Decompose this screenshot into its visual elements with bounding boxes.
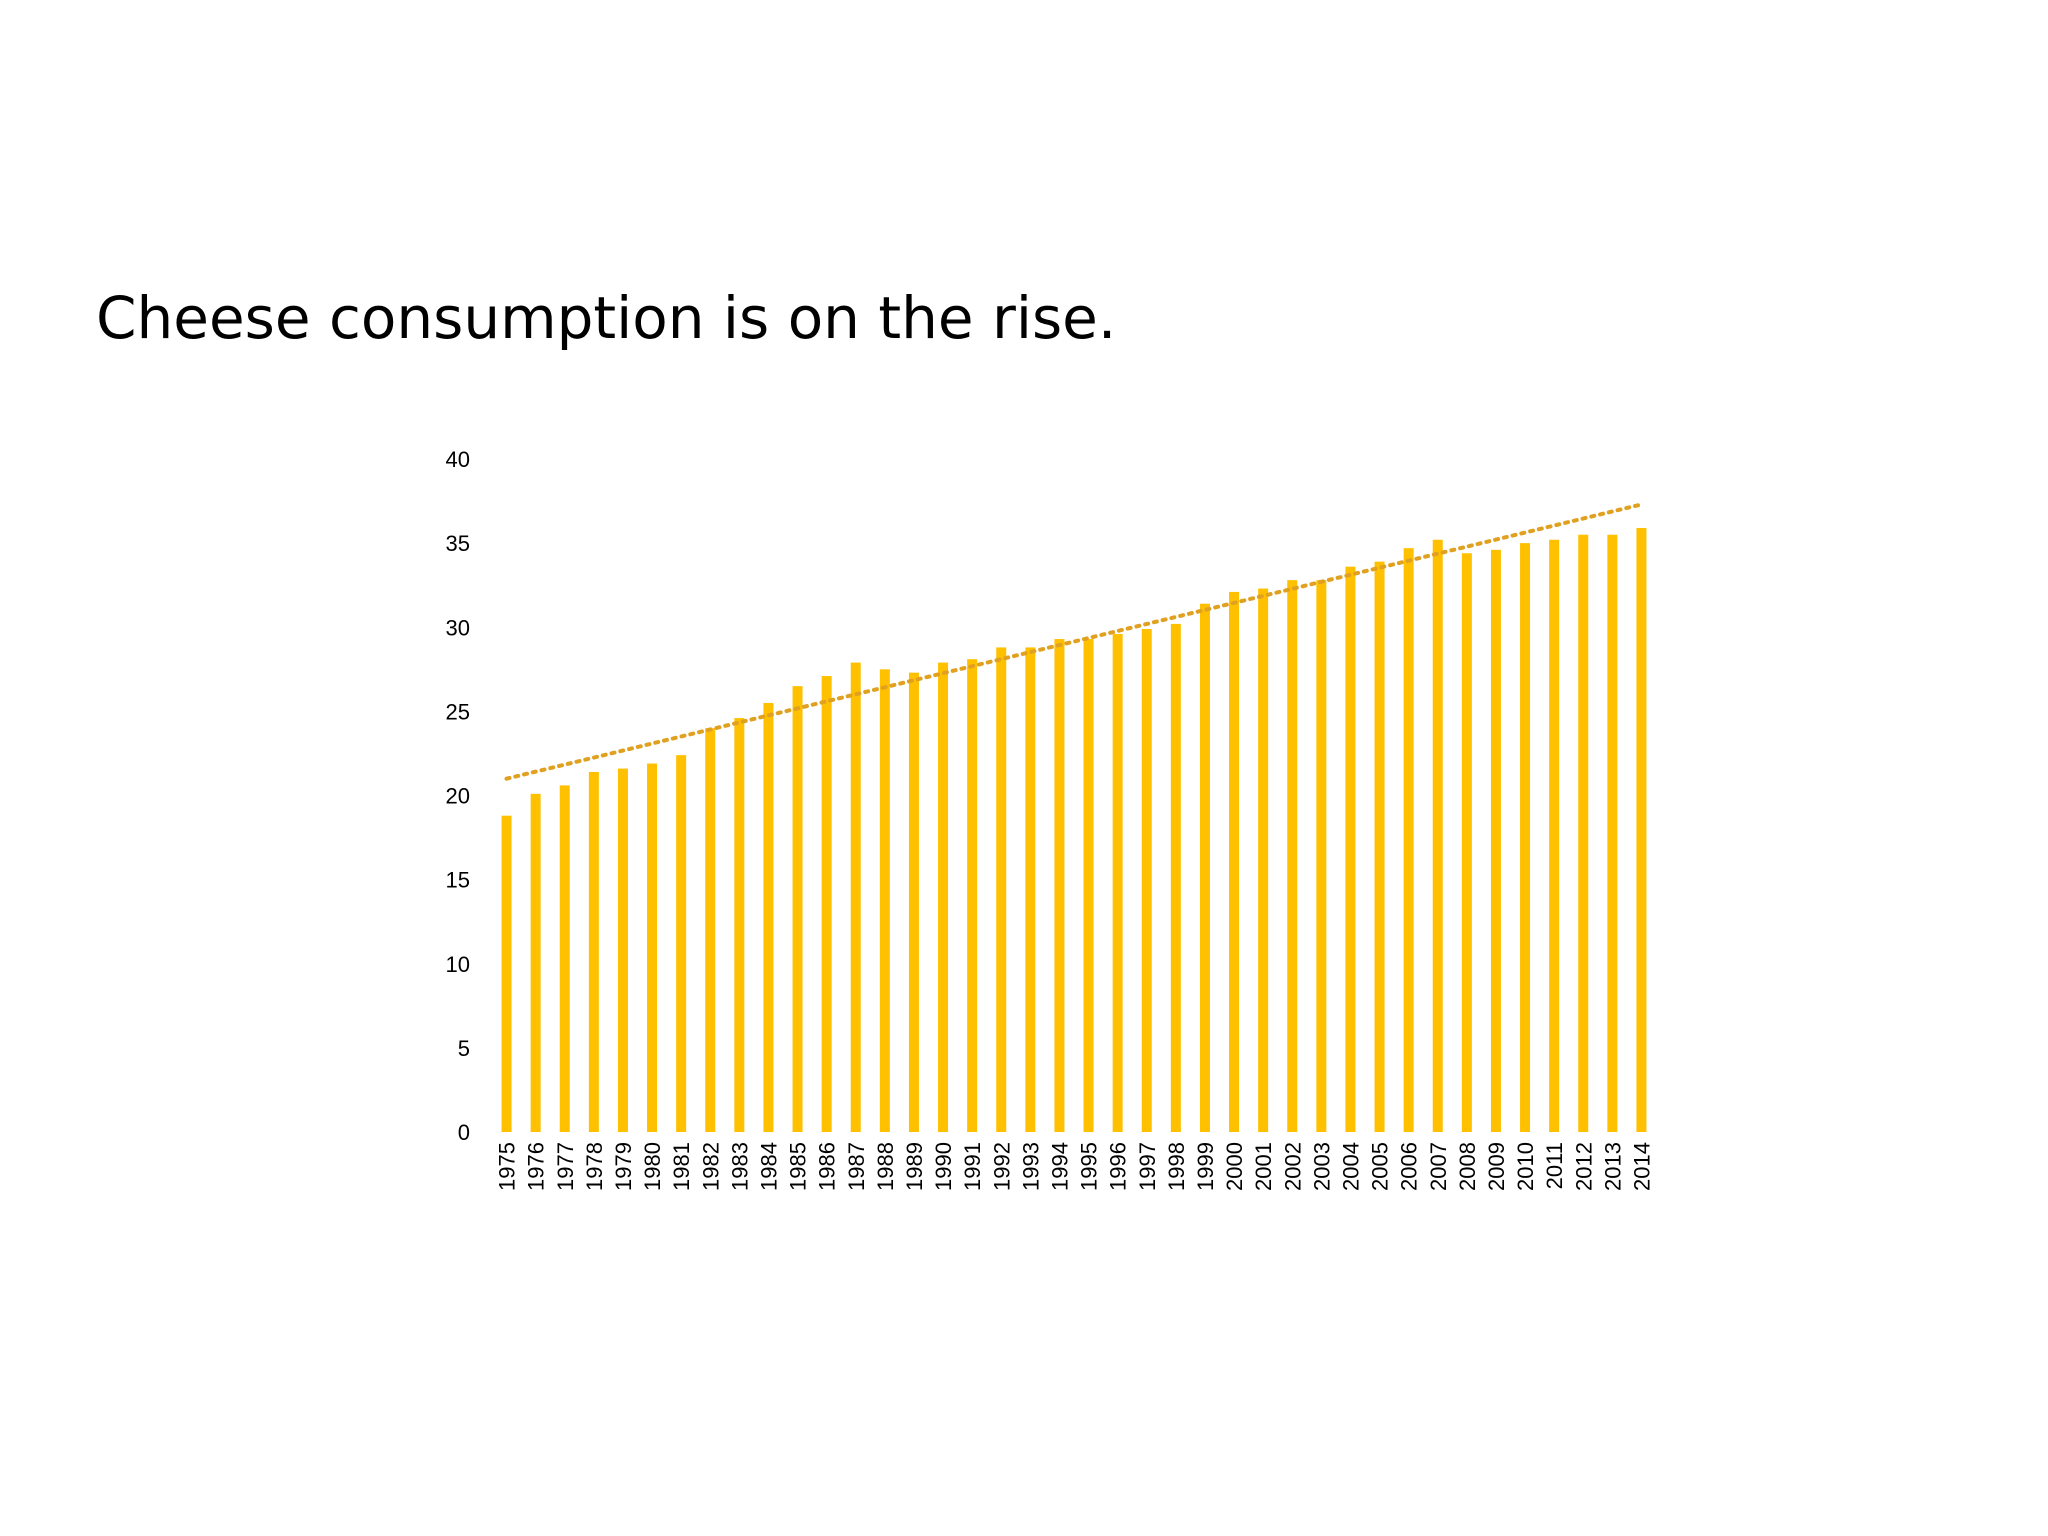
bar-1982 [705,728,716,1132]
x-tick-label: 1979 [611,1142,636,1191]
x-tick-label: 1996 [1106,1142,1131,1191]
x-tick-label: 1984 [756,1142,781,1191]
bar-2004 [1345,566,1356,1132]
bar-2006 [1403,548,1414,1132]
y-tick-label: 15 [446,868,470,893]
x-tick-label: 1982 [698,1142,723,1191]
x-tick-label: 1989 [902,1142,927,1191]
bar-2012 [1578,534,1589,1132]
y-tick-label: 30 [446,615,470,640]
bar-1992 [996,647,1007,1132]
bar-1995 [1083,639,1094,1132]
bar-1981 [676,755,687,1132]
x-tick-label: 2002 [1280,1142,1305,1191]
x-tick-label: 1987 [844,1142,869,1191]
bar-1984 [763,702,774,1132]
x-tick-label: 2014 [1629,1142,1654,1191]
x-tick-label: 1975 [495,1142,520,1191]
x-tick-label: 2013 [1600,1142,1625,1191]
x-tick-label: 1991 [960,1142,985,1191]
x-tick-label: 1993 [1018,1142,1043,1191]
bar-1998 [1170,623,1181,1132]
bar-2001 [1258,588,1269,1132]
x-tick-label: 2010 [1513,1142,1538,1191]
bar-1986 [821,676,832,1132]
trendline [504,502,1644,781]
x-tick-label: 2005 [1368,1142,1393,1191]
y-tick-label: 40 [446,447,470,472]
x-tick-label: 2008 [1455,1142,1480,1191]
bar-2005 [1374,561,1385,1132]
bar-2011 [1549,539,1560,1132]
bar-2008 [1461,553,1472,1132]
x-tick-label: 1994 [1047,1142,1072,1191]
x-tick-label: 1999 [1193,1142,1218,1191]
bar-1988 [879,669,890,1132]
bar-2000 [1229,591,1240,1132]
bar-1987 [850,662,861,1132]
bar-2002 [1287,580,1298,1132]
x-tick-label: 1985 [786,1142,811,1191]
x-tick-label: 1992 [989,1142,1014,1191]
x-tick-label: 1990 [931,1142,956,1191]
bar-2003 [1316,580,1327,1132]
x-tick-label: 1997 [1135,1142,1160,1191]
x-tick-label: 2001 [1251,1142,1276,1191]
x-tick-label: 2006 [1397,1142,1422,1191]
slide-title: Cheese consumption is on the rise. [96,284,1117,352]
bar-2010 [1520,543,1531,1132]
bar-2009 [1490,549,1501,1132]
bar-1994 [1054,639,1065,1132]
x-tick-label: 2004 [1338,1142,1363,1191]
bar-1977 [559,785,570,1132]
x-tick-label: 2012 [1571,1142,1596,1191]
bar-1976 [530,793,541,1132]
bar-1996 [1112,633,1123,1132]
x-tick-label: 1981 [669,1142,694,1191]
x-tick-label: 1980 [640,1142,665,1191]
bar-1985 [792,686,803,1132]
x-tick-label: 1976 [524,1142,549,1191]
y-tick-label: 25 [446,699,470,724]
x-tick-label: 1998 [1164,1142,1189,1191]
x-tick-label: 1995 [1077,1142,1102,1191]
x-tick-label: 1988 [873,1142,898,1191]
bar-1983 [734,718,745,1132]
y-tick-label: 35 [446,531,470,556]
x-tick-label: 2007 [1426,1142,1451,1191]
bar-1999 [1199,603,1210,1132]
bar-1993 [1025,647,1036,1132]
bar-1991 [967,659,978,1132]
y-tick-label: 20 [446,784,470,809]
x-tick-label: 2009 [1484,1142,1509,1191]
y-tick-label: 10 [446,952,470,977]
x-tick-label: 1978 [582,1142,607,1191]
x-tick-label: 2003 [1309,1142,1334,1191]
x-tick-label: 1977 [553,1142,578,1191]
bar-1980 [647,763,658,1132]
bar-1997 [1141,628,1152,1132]
x-tick-label: 2011 [1542,1142,1567,1189]
bar-1978 [588,771,599,1132]
bar-2007 [1432,539,1443,1132]
y-tick-label: 5 [458,1036,470,1061]
x-tick-label: 1983 [727,1142,752,1191]
x-tick-label: 1986 [815,1142,840,1191]
bar-1989 [908,672,919,1132]
bar-1979 [617,768,628,1132]
x-tick-label: 2000 [1222,1142,1247,1191]
bar-1990 [938,662,949,1132]
bar-2014 [1636,527,1647,1132]
bar-2013 [1607,534,1618,1132]
y-tick-label: 0 [458,1120,470,1145]
bar-1975 [501,815,512,1132]
